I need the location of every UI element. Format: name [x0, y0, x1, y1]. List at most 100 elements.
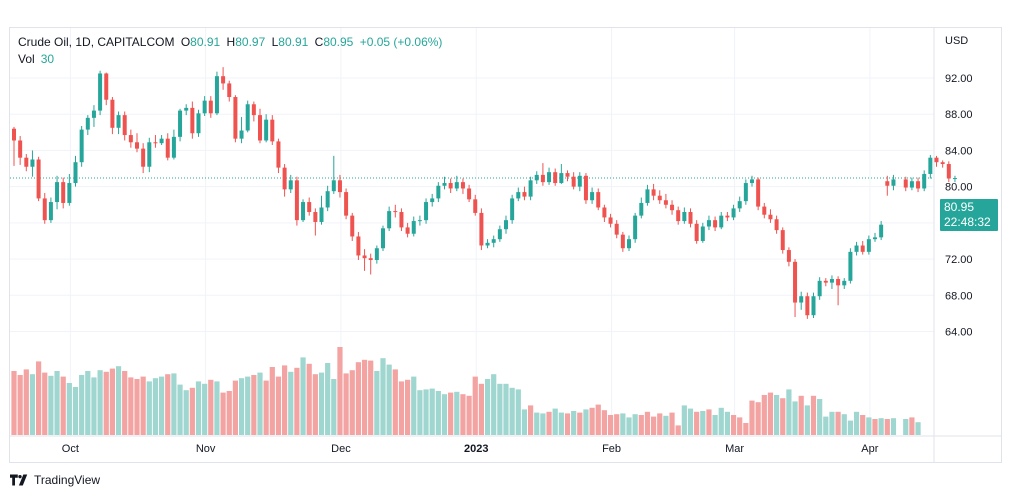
volume-bar: [700, 411, 706, 435]
volume-bar: [823, 416, 829, 435]
candle-body: [381, 228, 385, 249]
tradingview-brand[interactable]: TradingView: [10, 473, 100, 487]
volume-bar: [405, 379, 411, 435]
ohlc-legend: Crude Oil, 1D, CAPITALCOM O80.91 H80.97 …: [18, 35, 442, 50]
candle-body: [147, 142, 152, 167]
volume-bar: [454, 391, 460, 435]
volume-bar: [66, 383, 72, 435]
volume-bar: [847, 420, 853, 435]
volume-bar: [54, 371, 60, 435]
volume-bar: [152, 378, 159, 435]
volume-bar: [257, 372, 263, 435]
volume-bar: [288, 371, 294, 435]
volume-bar: [79, 375, 85, 435]
candle-body: [319, 207, 324, 222]
candle-body: [36, 159, 41, 199]
candle-body: [356, 236, 361, 256]
volume-bar: [774, 395, 780, 435]
candle-body: [331, 180, 336, 192]
volume-bar: [614, 414, 620, 435]
volume-bar: [478, 383, 484, 435]
candle-body: [922, 173, 927, 189]
candle-body: [313, 212, 318, 222]
volume-value: 30: [40, 52, 55, 66]
volume-bar: [589, 407, 595, 435]
close-value: 80.95: [323, 35, 354, 49]
candle-body: [264, 119, 269, 141]
candle-body: [258, 115, 262, 141]
candle-body: [282, 167, 287, 190]
volume-bar: [903, 419, 909, 435]
volume-bar: [841, 414, 847, 435]
x-tick-label: Mar: [725, 443, 744, 455]
volume-bar: [232, 380, 238, 435]
candle-body: [805, 296, 810, 316]
volume-bar: [392, 369, 398, 435]
candle-body: [128, 135, 133, 143]
volume-bar: [423, 389, 429, 435]
y-tick-label: 84.00: [945, 145, 973, 157]
volume-bar: [23, 369, 29, 435]
candle-body: [214, 76, 219, 114]
last-price-value: 80.95: [944, 200, 975, 214]
bar-countdown: 22:48:32: [944, 215, 991, 229]
candle-body: [743, 183, 748, 202]
close-label: C: [314, 35, 324, 49]
candle-body: [110, 99, 115, 128]
volume-bar: [269, 367, 275, 435]
volume-bar: [540, 413, 546, 435]
volume-bar: [472, 376, 478, 435]
volume-bar: [60, 376, 66, 435]
candle-body: [670, 204, 675, 211]
candle-body: [620, 234, 625, 249]
candle-body: [368, 258, 373, 260]
candle-body: [171, 136, 176, 158]
candle-body: [116, 115, 121, 128]
volume-bar: [448, 392, 454, 435]
candle-body: [245, 104, 250, 131]
volume-bar: [109, 368, 115, 435]
candle-body: [73, 162, 78, 184]
candle-body: [491, 239, 496, 243]
candle-body: [651, 189, 656, 196]
volume-bar: [657, 413, 663, 435]
volume-bar: [737, 417, 743, 435]
symbol-label: Crude Oil, 1D, CAPITALCOM: [18, 35, 175, 49]
candle-body: [553, 172, 558, 184]
volume-bar: [552, 408, 558, 435]
candle-body: [571, 176, 576, 187]
volume-bar: [694, 411, 700, 435]
candle-body: [454, 182, 459, 189]
candle-body: [337, 180, 342, 193]
volume-bar: [786, 389, 792, 435]
candle-body: [473, 199, 478, 213]
x-tick-label: Apr: [861, 443, 878, 455]
volume-bar: [872, 419, 878, 435]
candle-body: [916, 181, 921, 189]
candle-body: [725, 215, 730, 218]
volume-bar: [601, 410, 607, 435]
volume-bar: [220, 392, 226, 435]
volume-bar: [509, 387, 515, 435]
candle-body: [436, 185, 441, 199]
candle-body: [405, 227, 410, 234]
candle-body: [700, 226, 705, 241]
volume-bar: [712, 415, 718, 435]
volume-bar: [202, 383, 208, 435]
volume-bar: [681, 405, 687, 435]
candle-body: [731, 208, 736, 218]
volume-bar: [226, 391, 232, 435]
candle-body: [750, 179, 754, 184]
candle-body: [497, 229, 502, 240]
candle-body: [565, 173, 570, 177]
candle-body: [891, 179, 896, 186]
chart-frame[interactable]: [9, 27, 1002, 463]
volume-bar: [380, 358, 386, 435]
candle-body: [596, 192, 601, 208]
y-tick-label: 80.00: [945, 182, 973, 194]
candle-body: [417, 220, 422, 222]
candle-body: [627, 239, 631, 249]
candle-body: [756, 179, 761, 207]
candle-body: [854, 245, 859, 252]
